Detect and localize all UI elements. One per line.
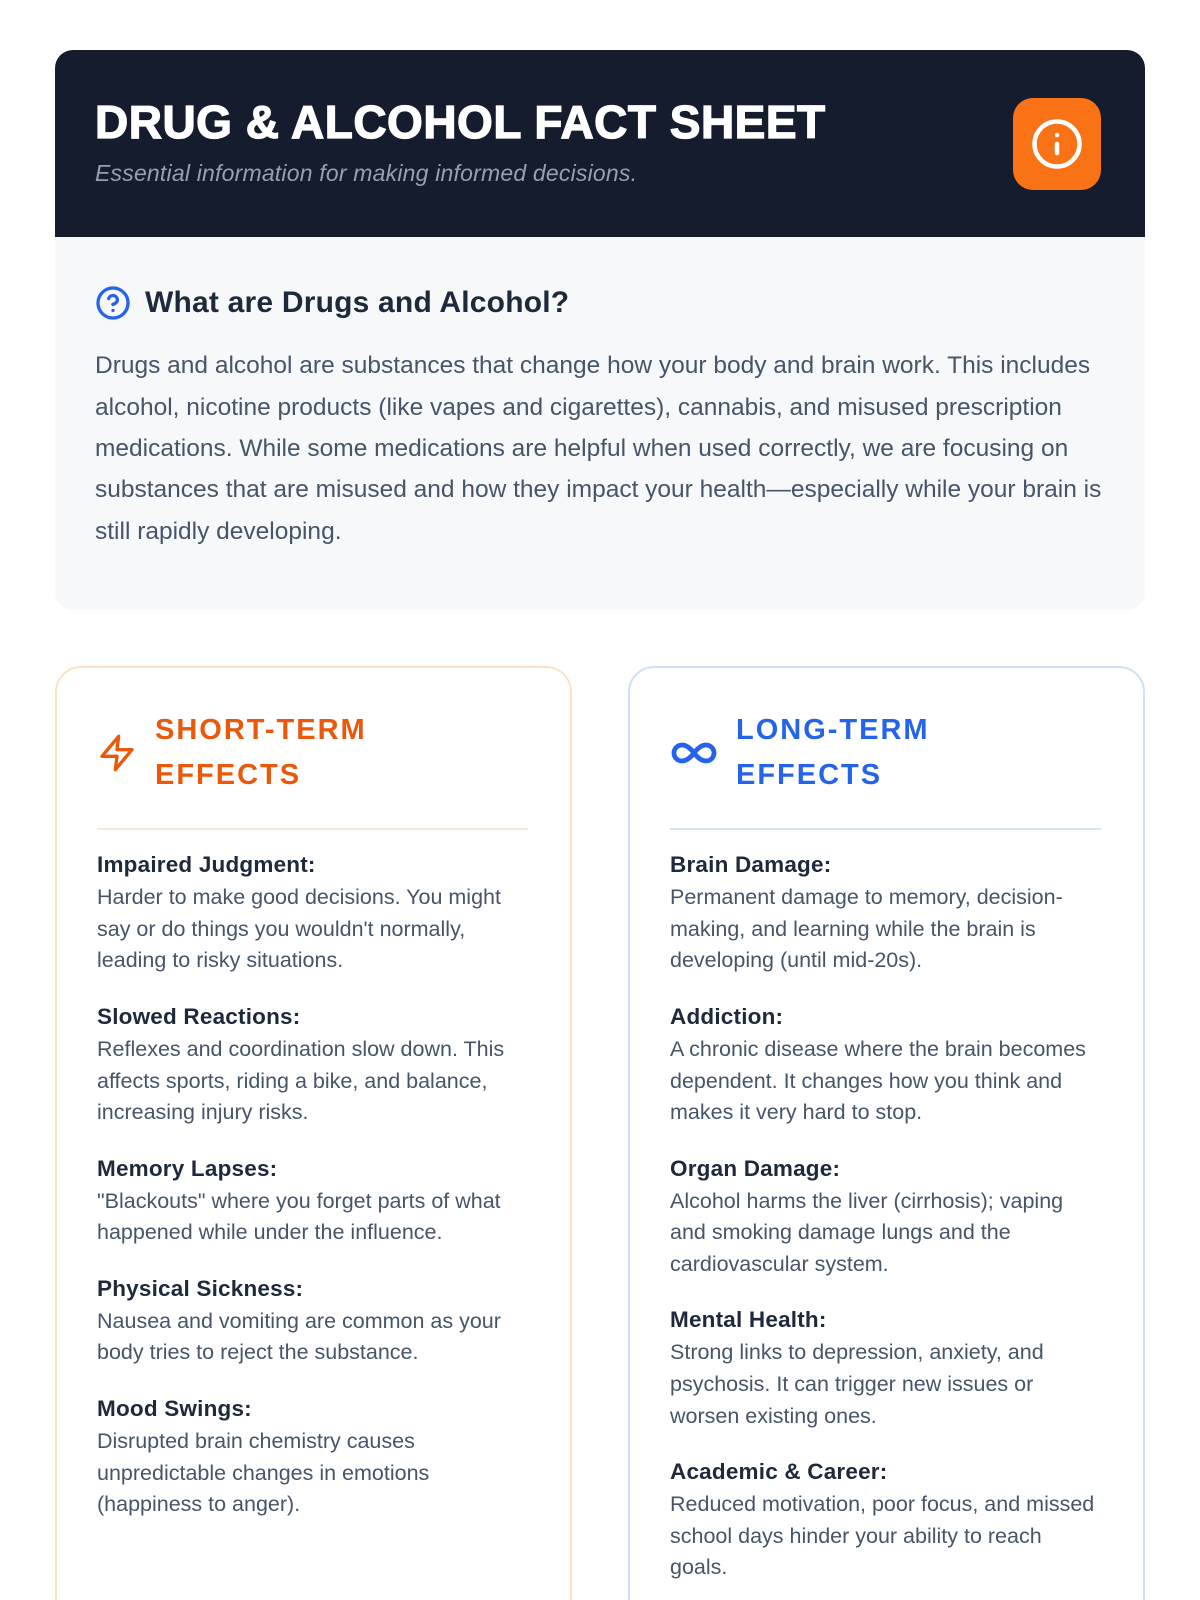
page-title: DRUG & ALCOHOL FACT SHEET: [94, 96, 826, 148]
card-title-line: SHORT-TERM: [155, 714, 367, 747]
short-term-effects-card: SHORT-TERM EFFECTS Impaired Judgment: Ha…: [55, 666, 572, 1600]
info-button[interactable]: [1013, 98, 1101, 190]
card-title-line: EFFECTS: [736, 759, 883, 792]
long-term-effects-card: LONG-TERM EFFECTS Brain Damage: Permanen…: [628, 666, 1145, 1600]
short-term-card-title: SHORT-TERM EFFECTS: [155, 708, 367, 798]
effect-description: Reduced motivation, poor focus, and miss…: [670, 1492, 1095, 1580]
header-banner: DRUG & ALCOHOL FACT SHEET Essential info…: [55, 50, 1145, 238]
intro-heading-row: What are Drugs and Alcohol?: [95, 285, 1105, 321]
divider: [670, 828, 1101, 831]
effect-description: Reflexes and coordination slow down. Thi…: [97, 1036, 505, 1125]
effect-term: Academic & Career:: [670, 1459, 888, 1485]
effect-term: Impaired Judgment:: [97, 852, 316, 878]
effect-item: Academic & Career: Reduced motivation, p…: [670, 1459, 1101, 1584]
effect-item: Mood Swings: Disrupted brain chemistry c…: [97, 1396, 528, 1521]
effect-description: Harder to make good decisions. You might…: [97, 885, 501, 973]
effect-description: Disrupted brain chemistry causes unpredi…: [97, 1429, 430, 1517]
info-icon: [1030, 117, 1084, 171]
effect-term: Mental Health:: [670, 1307, 827, 1333]
effect-description: Alcohol harms the liver (cirrhosis); vap…: [670, 1188, 1064, 1276]
effect-term: Brain Damage:: [670, 852, 832, 878]
hero-section: DRUG & ALCOHOL FACT SHEET Essential info…: [55, 50, 1145, 611]
effect-item: Impaired Judgment: Harder to make good d…: [97, 852, 528, 977]
effect-item: Physical Sickness: Nausea and vomiting a…: [97, 1276, 528, 1369]
short-term-effects-list: Impaired Judgment: Harder to make good d…: [97, 852, 528, 1521]
effect-term: Organ Damage:: [670, 1155, 841, 1181]
effect-description: Nausea and vomiting are common as your b…: [97, 1308, 501, 1365]
long-term-effects-list: Brain Damage: Permanent damage to memory…: [670, 852, 1101, 1584]
effect-description: Strong links to depression, anxiety, and…: [670, 1340, 1044, 1428]
divider: [97, 828, 528, 831]
effects-cards-row: SHORT-TERM EFFECTS Impaired Judgment: Ha…: [55, 666, 1145, 1600]
effect-item: Mental Health: Strong links to depressio…: [670, 1307, 1101, 1432]
lightning-icon: [97, 733, 137, 773]
effect-description: "Blackouts" where you forget parts of wh…: [97, 1188, 501, 1245]
effect-item: Organ Damage: Alcohol harms the liver (c…: [670, 1156, 1101, 1281]
page-subtitle: Essential information for making informe…: [95, 160, 638, 187]
infinity-icon: [670, 729, 718, 777]
effect-term: Mood Swings:: [97, 1396, 252, 1422]
intro-heading: What are Drugs and Alcohol?: [145, 286, 570, 320]
effect-item: Brain Damage: Permanent damage to memory…: [670, 852, 1101, 977]
effect-item: Memory Lapses: "Blackouts" where you for…: [97, 1156, 528, 1249]
card-title-line: EFFECTS: [155, 759, 302, 792]
long-term-card-header: LONG-TERM EFFECTS: [670, 708, 1101, 798]
intro-paragraph: Drugs and alcohol are substances that ch…: [95, 352, 1102, 545]
intro-section: What are Drugs and Alcohol? Drugs and al…: [55, 237, 1145, 611]
effect-description: A chronic disease where the brain become…: [670, 1036, 1086, 1125]
effect-term: Physical Sickness:: [97, 1275, 304, 1301]
effect-term: Slowed Reactions:: [97, 1003, 301, 1029]
card-title-line: LONG-TERM: [736, 714, 930, 747]
short-term-card-header: SHORT-TERM EFFECTS: [97, 708, 528, 798]
effect-term: Addiction:: [670, 1003, 784, 1029]
effect-item: Addiction: A chronic disease where the b…: [670, 1004, 1101, 1129]
effect-term: Memory Lapses:: [97, 1155, 278, 1181]
effect-description: Permanent damage to memory, decision-mak…: [670, 885, 1063, 973]
effect-item: Slowed Reactions: Reflexes and coordinat…: [97, 1004, 528, 1129]
long-term-card-title: LONG-TERM EFFECTS: [736, 708, 930, 798]
question-circle-icon: [95, 285, 131, 321]
